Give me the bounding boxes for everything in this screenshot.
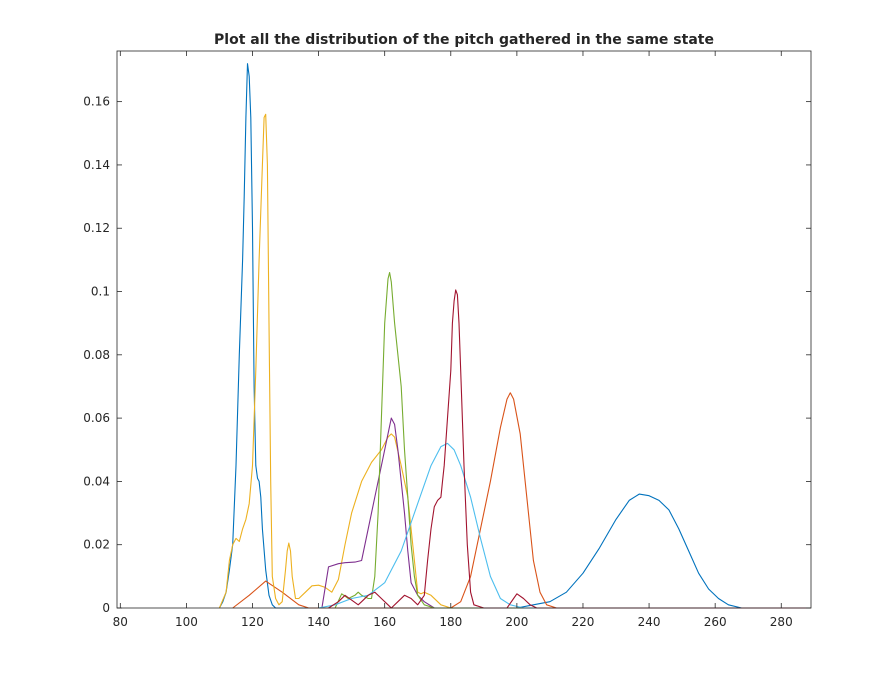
series-layer [218, 63, 811, 609]
y-tick-label: 0.1 [91, 285, 110, 299]
y-tick-label: 0.02 [83, 538, 110, 552]
x-tick-label: 240 [638, 615, 661, 629]
axes-layer: 80 100 120 140 160 180 200 220 240 260 280 0 0.02 0.0… [83, 51, 811, 629]
y-tick-label: 0.06 [83, 411, 110, 425]
x-tick-label: 160 [373, 615, 396, 629]
x-tick-label: 140 [307, 615, 330, 629]
x-tick-label: 200 [505, 615, 528, 629]
chart-title: Plot all the distribution of the pitch g… [214, 32, 714, 48]
x-tick-label: 120 [241, 615, 264, 629]
series-line-2 [232, 392, 811, 609]
x-tick-label: 280 [770, 615, 793, 629]
x-tick-label: 100 [175, 615, 198, 629]
y-tick-label: 0.12 [83, 221, 110, 235]
x-tick-label: 80 [113, 615, 128, 629]
x-tick-label: 260 [704, 615, 727, 629]
x-tick-label: 180 [439, 615, 462, 629]
series-line-4 [321, 417, 811, 609]
y-tick-label: 0.08 [83, 348, 110, 362]
axes-box [116, 50, 812, 609]
y-tick-label: 0.04 [83, 474, 110, 488]
y-tick-label: 0 [102, 601, 110, 615]
series-line-3 [218, 113, 811, 609]
plot-area [117, 51, 811, 608]
y-tick-label: 0.14 [83, 158, 110, 172]
x-tick-label: 220 [572, 615, 595, 629]
series-line-5 [334, 271, 811, 609]
y-tick-label: 0.16 [83, 95, 110, 109]
series-line-1 [218, 63, 811, 609]
